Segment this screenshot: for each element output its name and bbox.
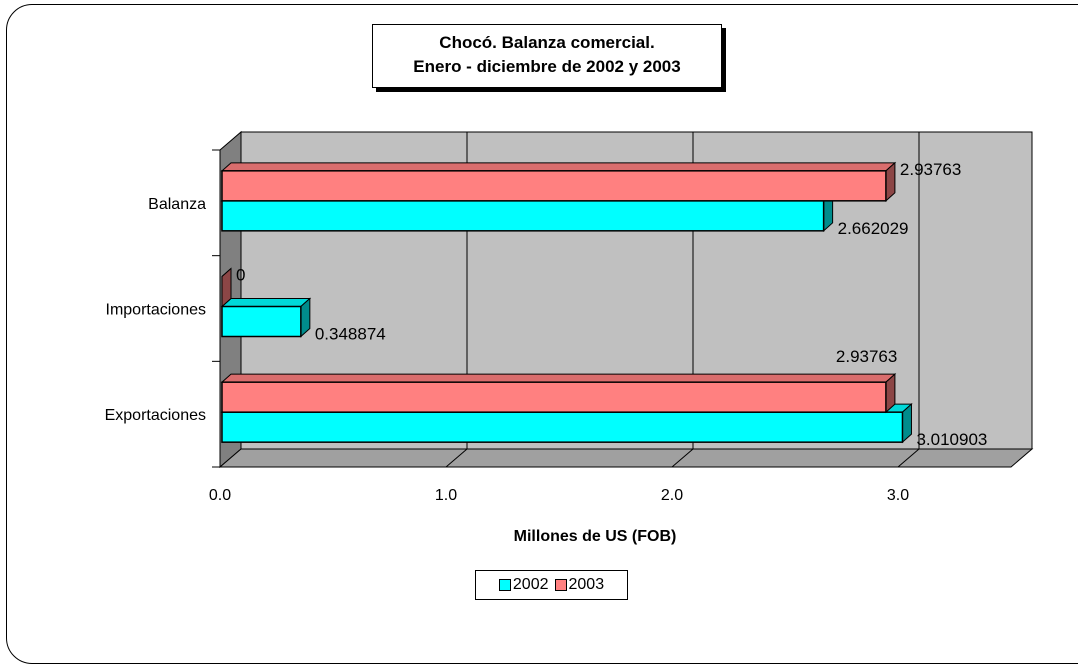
bar-side-2003 [221,267,232,308]
legend: 2002 2003 [475,570,628,600]
y-category-label: Balanza [148,196,206,213]
bar-2003-Exportaciones [221,381,887,413]
data-label-2003: 0 [236,266,245,285]
chart-title: Chocó. Balanza comercial. Enero - diciem… [372,24,722,88]
legend-label-2002: 2002 [512,576,549,593]
bar-top-2003 [220,162,897,172]
x-tick-label: 1.0 [435,487,457,504]
data-label-2003: 2.93763 [900,160,961,179]
title-line-2: Enero - diciembre de 2002 y 2003 [413,57,681,76]
bar-top-2003 [220,373,897,383]
bar-chart: 0.0 1.0 2.0 3.0 Exportaciones 3.010903 2.93763… [105,130,1034,504]
gridline-floor [671,448,694,468]
data-label-2002: 0.348874 [315,325,386,344]
data-label-2003: 2.93763 [836,347,897,366]
bar-top-2002 [220,298,312,307]
y-category-label: Exportaciones [105,407,206,424]
data-label-2002: 3.010903 [916,430,987,449]
bar-2002-Importaciones [221,305,302,338]
legend-swatch-2002 [498,579,511,591]
x-axis-title: Millones de US (FOB) [513,528,677,545]
bar-2003-Balanza [221,170,887,202]
x-tick-label: 3.0 [887,487,909,504]
legend-item-2003: 2003 [554,576,605,594]
x-tick-label: 0.0 [209,487,231,504]
legend-label-2003: 2003 [568,576,605,593]
x-tick-label: 2.0 [661,487,683,504]
bar-2002-Balanza [221,200,825,232]
legend-item-2002: 2002 [498,576,549,594]
plot-floor [218,448,1034,468]
data-label-2002: 2.662029 [838,219,909,238]
title-line-1: Chocó. Balanza comercial. [439,33,655,52]
gridline-floor [445,448,468,468]
y-category-label: Importaciones [106,302,207,319]
legend-swatch-2003 [554,579,567,591]
gridline-floor [897,448,920,468]
bar-2002-Exportaciones [221,411,904,443]
